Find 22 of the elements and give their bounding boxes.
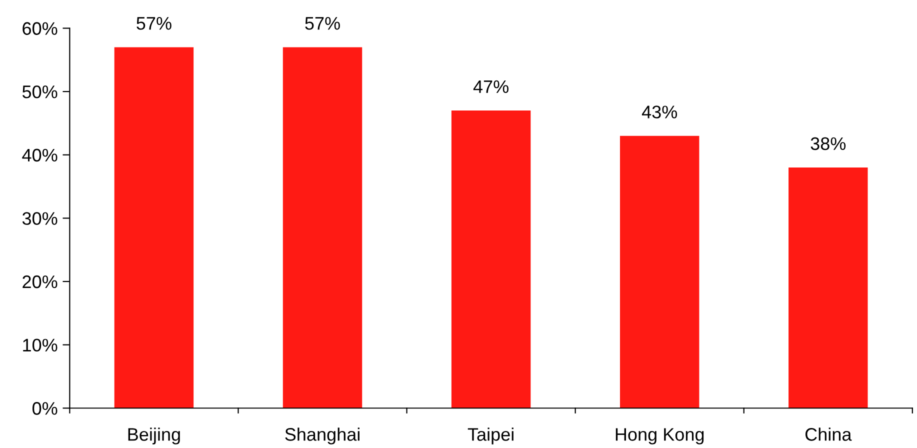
y-tick-label: 50%: [22, 85, 58, 98]
x-tick-label: Shanghai: [285, 428, 360, 444]
x-tick-label: Hong Kong: [616, 428, 704, 444]
data-label: 38%: [810, 137, 846, 150]
bar: [114, 47, 194, 408]
y-tick-label: 20%: [22, 275, 58, 288]
x-tick-label: Beijing: [128, 428, 180, 444]
y-tick-label: 0%: [32, 402, 58, 415]
bar: [620, 136, 700, 408]
y-tick-label: 10%: [23, 338, 58, 352]
y-tick-label: 60%: [22, 22, 58, 35]
data-label: 47%: [473, 80, 508, 94]
x-tick-label: Taipei: [468, 428, 514, 444]
data-label: 43%: [642, 106, 678, 118]
bar: [282, 47, 362, 408]
data-label: 57%: [305, 17, 340, 30]
x-tick-label: China: [805, 428, 852, 441]
y-tick-label: 40%: [22, 148, 58, 162]
bar: [788, 168, 868, 408]
data-label: 57%: [136, 17, 172, 30]
bar: [451, 110, 531, 408]
y-tick-label: 30%: [22, 212, 58, 225]
